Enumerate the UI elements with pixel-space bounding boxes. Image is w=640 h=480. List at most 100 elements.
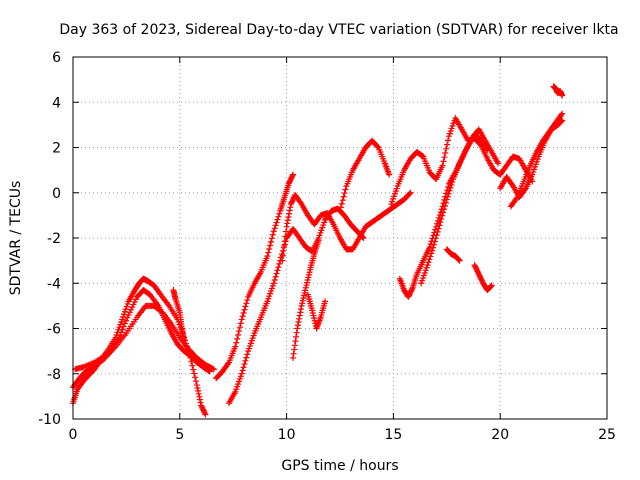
data-point (439, 162, 446, 169)
data-point (441, 154, 448, 161)
data-point (286, 207, 293, 214)
data-point (374, 143, 381, 150)
y-tick-label: -10 (38, 412, 61, 428)
data-point (292, 338, 299, 345)
y-tick-label: -4 (47, 276, 61, 292)
data-point (281, 238, 288, 245)
data-point (427, 241, 434, 248)
data-point (291, 342, 298, 349)
data-point (446, 187, 453, 194)
data-point (273, 270, 280, 277)
data-point (194, 384, 201, 391)
data-point (339, 197, 346, 204)
data-point (276, 210, 283, 217)
data-point (201, 410, 208, 417)
data-point (495, 160, 502, 167)
data-point (273, 219, 280, 226)
data-point (276, 260, 283, 267)
data-point (242, 357, 249, 364)
data-point (290, 171, 297, 178)
data-point (281, 243, 288, 250)
data-point (448, 181, 455, 188)
data-point (287, 204, 294, 211)
data-point (447, 184, 454, 191)
data-point (189, 362, 196, 369)
data-point (427, 253, 434, 260)
series-track-P (550, 83, 566, 99)
data-point (430, 241, 437, 248)
x-tick-label: 5 (175, 427, 184, 443)
series-track-B (70, 287, 213, 391)
data-point (337, 207, 343, 214)
data-point (283, 223, 290, 230)
series-track-E (213, 171, 297, 382)
y-tick-label: -2 (47, 231, 61, 247)
data-point (432, 235, 439, 242)
data-point (240, 309, 247, 316)
data-point (206, 368, 213, 375)
series-track-O (507, 110, 566, 210)
data-point (442, 199, 449, 206)
data-point (118, 329, 125, 336)
data-point (426, 244, 433, 251)
data-point (271, 225, 278, 232)
data-point (197, 399, 204, 406)
data-point (196, 396, 203, 403)
data-point (241, 361, 248, 368)
data-point (449, 179, 456, 186)
data-point (431, 238, 438, 245)
series-track-R (443, 246, 463, 264)
data-point (341, 190, 348, 197)
data-point (235, 331, 242, 338)
data-point (430, 244, 437, 251)
data-point (443, 196, 450, 203)
data-point (238, 370, 245, 377)
data-point (290, 350, 297, 357)
data-point (192, 374, 199, 381)
data-point (124, 314, 131, 321)
data-point (235, 328, 242, 335)
y-tick-label: -8 (47, 367, 61, 383)
data-point (441, 206, 448, 213)
data-point (286, 210, 293, 217)
data-point (426, 256, 433, 263)
chart-title: Day 363 of 2023, Sidereal Day-to-day VTE… (59, 22, 618, 38)
data-point (193, 382, 200, 389)
data-point (236, 324, 243, 331)
data-point (441, 203, 448, 210)
data-point (266, 245, 273, 252)
data-point (270, 228, 277, 235)
data-point (123, 317, 130, 324)
data-point (440, 209, 447, 216)
series-track-C (72, 302, 217, 373)
data-point (445, 137, 452, 144)
data-point (280, 247, 287, 254)
data-point (225, 360, 232, 367)
data-point (243, 300, 250, 307)
series-track-M (471, 262, 495, 294)
data-point (240, 364, 247, 371)
data-point (436, 222, 443, 229)
data-point (120, 323, 127, 330)
data-point (295, 319, 302, 326)
data-point (284, 217, 291, 224)
data-point (244, 351, 251, 358)
data-point (234, 335, 241, 342)
data-point (337, 204, 344, 211)
series-track-Q (304, 291, 329, 332)
data-point (435, 225, 442, 232)
data-point (338, 200, 345, 207)
data-point (238, 316, 245, 323)
data-point (269, 231, 276, 238)
data-point (293, 329, 300, 336)
data-point (521, 186, 528, 193)
x-tick-label: 0 (69, 427, 78, 443)
data-point (242, 303, 249, 310)
data-point (433, 232, 440, 239)
data-point (282, 233, 289, 240)
x-tick-label: 10 (278, 427, 296, 443)
x-tick-label: 25 (598, 427, 616, 443)
data-point (275, 213, 282, 220)
series-track-D (170, 287, 188, 343)
